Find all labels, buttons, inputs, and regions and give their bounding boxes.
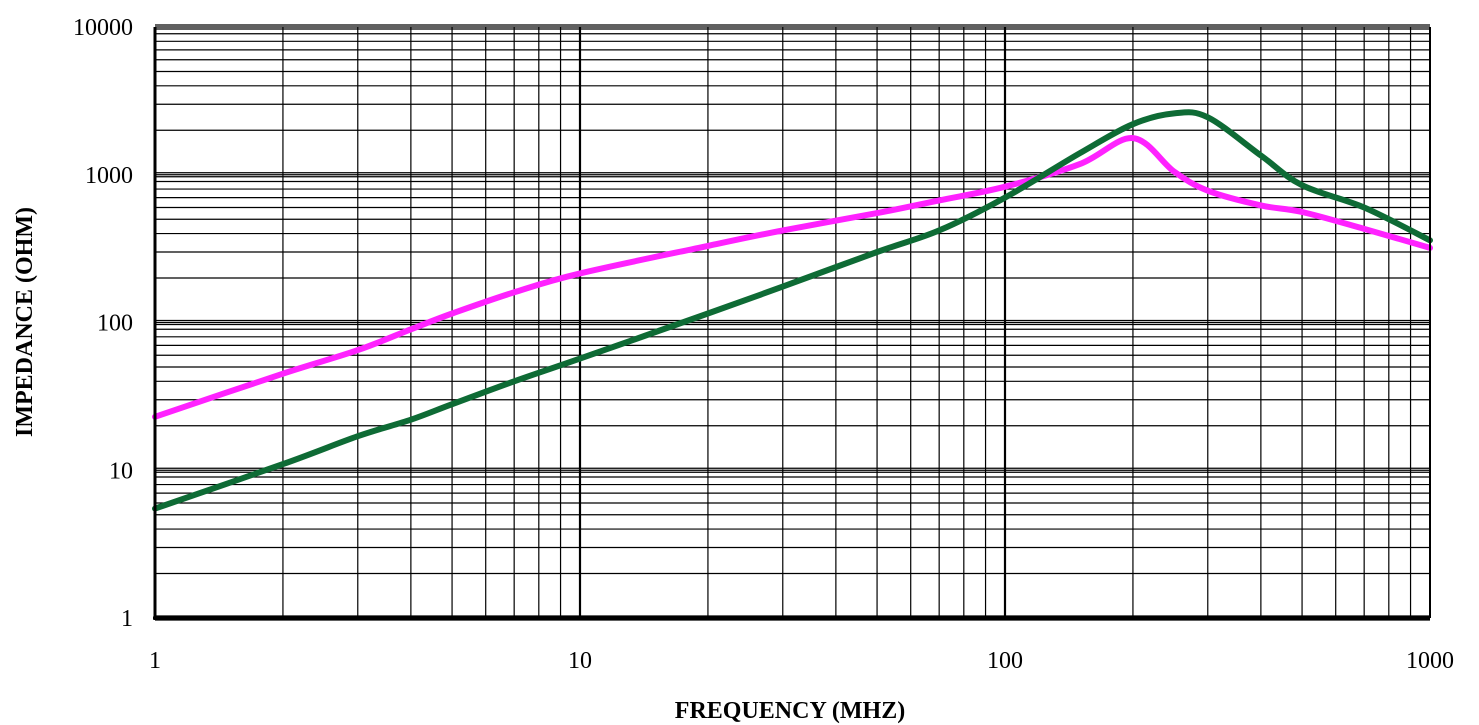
y-axis-title: IMPEDANCE (OHM) (12, 207, 38, 437)
x-tick-label: 1000 (1406, 648, 1454, 674)
y-tick-label: 10 (109, 458, 133, 484)
plot-frame (153, 27, 1431, 620)
x-axis-title: FREQUENCY (MHZ) (675, 698, 905, 724)
x-tick-label: 10 (568, 648, 592, 674)
series-lines (152, 109, 1433, 512)
x-tick-label: 100 (987, 648, 1023, 674)
y-tick-label: 1000 (85, 163, 133, 189)
series-line-2 (152, 109, 1433, 512)
series-line-1 (152, 135, 1433, 420)
x-axis-tick-labels: 1 10 100 1000 (149, 648, 1454, 674)
y-tick-label: 1 (121, 606, 133, 632)
x-tick-label: 1 (149, 648, 161, 674)
grid-major-lines (153, 24, 1430, 621)
y-tick-label: 100 (97, 311, 133, 337)
y-tick-label: 10000 (73, 15, 133, 41)
y-axis-tick-labels: 1 10 100 1000 10000 (73, 15, 133, 632)
